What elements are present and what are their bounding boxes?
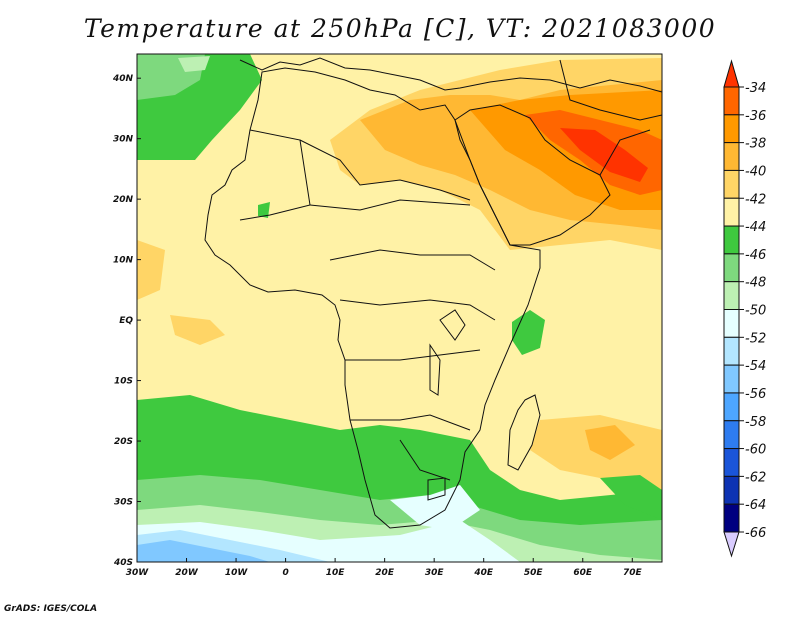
colorbar-label: -40 <box>745 164 766 179</box>
colorbar-swatch <box>723 86 740 116</box>
x-tick-label: 10W <box>225 568 249 578</box>
chart-title: Temperature at 250hPa [C], VT: 202108300… <box>83 14 717 43</box>
colorbar-label: -58 <box>745 415 766 430</box>
x-tick-label: 30W <box>126 568 150 578</box>
arabia-outline <box>454 104 611 246</box>
europe-coast <box>239 57 662 93</box>
colorbar-swatch <box>723 253 740 283</box>
colorbar-swatch <box>723 281 740 310</box>
colorbar-swatch <box>723 420 740 450</box>
colorbar-swatch <box>723 364 740 394</box>
plot-frame <box>136 53 663 563</box>
x-tick-label: 30E <box>425 568 445 578</box>
x-tick-label: 60E <box>573 568 593 578</box>
colorbar-label: -34 <box>745 81 766 96</box>
warm-spot-atlantic <box>170 315 225 345</box>
coastlines <box>204 57 662 529</box>
x-tick-label: 20E <box>375 568 395 578</box>
africa-outline <box>204 67 541 529</box>
y-tick-label: 20S <box>114 437 133 447</box>
colorbar-label: -36 <box>745 109 766 124</box>
colorbar-swatch <box>723 392 740 422</box>
colorbar-label: -56 <box>745 387 766 402</box>
y-tick-label: 20N <box>113 195 134 205</box>
colorbar-swatch <box>723 475 740 505</box>
colorbar-swatch <box>723 448 740 477</box>
colorbar-label: -54 <box>745 359 766 374</box>
colorbar-label: -44 <box>745 220 766 235</box>
colorbar-label: -50 <box>745 304 766 319</box>
y-tick-label: 30N <box>113 135 134 145</box>
colorbar-swatch <box>723 197 740 227</box>
colorbar-bottom-arrow <box>723 531 740 558</box>
y-tick-label: 10S <box>114 377 133 387</box>
madagascar-outline <box>507 394 541 471</box>
colorbar-swatch <box>723 114 740 144</box>
x-tick-label: 50E <box>524 568 544 578</box>
x-tick-label: 20W <box>175 568 199 578</box>
colorbar-label: -42 <box>745 192 766 207</box>
colorbar-swatch <box>723 142 740 171</box>
temperature-field <box>137 54 662 562</box>
colorbar-swatch <box>723 309 740 338</box>
colorbar-swatch <box>723 225 740 255</box>
y-tick-label: 40N <box>112 74 134 84</box>
y-axis: 40N 30N 20N 10N EQ 10S 20S 30S 40S <box>112 74 141 568</box>
colorbar: -34 -36 -38 -40 -42 -44 -46 -48 -50 -52 -54 -56 -58 -… <box>723 59 766 558</box>
x-tick-label: 10E <box>326 568 346 578</box>
colorbar-label: -62 <box>745 470 766 485</box>
colorbar-label: -48 <box>745 276 766 291</box>
colorbar-label: -60 <box>745 443 766 458</box>
grads-credit: GrADS: IGES/COLA <box>4 604 98 614</box>
colorbar-top-arrow <box>723 59 740 88</box>
y-tick-label: 30S <box>114 498 133 508</box>
colorbar-swatch <box>723 169 740 199</box>
colorbar-label: -64 <box>745 498 766 513</box>
y-tick-label: EQ <box>119 316 133 326</box>
colorbar-label: -66 <box>745 526 766 541</box>
x-tick-label: 0 <box>282 568 288 578</box>
y-tick-label: 10N <box>113 256 134 266</box>
x-tick-label: 40E <box>473 568 494 578</box>
colorbar-label: -38 <box>745 137 766 152</box>
x-axis: 30W 20W 10W 0 10E 20E 30E 40E 50E 60E 70E <box>126 558 643 578</box>
y-tick-label: 40S <box>113 558 133 568</box>
colorbar-label: -52 <box>745 331 766 346</box>
colorbar-swatch <box>723 336 740 366</box>
colorbar-swatch <box>723 503 740 533</box>
colorbar-label: -46 <box>745 248 766 263</box>
x-tick-label: 70E <box>623 568 643 578</box>
